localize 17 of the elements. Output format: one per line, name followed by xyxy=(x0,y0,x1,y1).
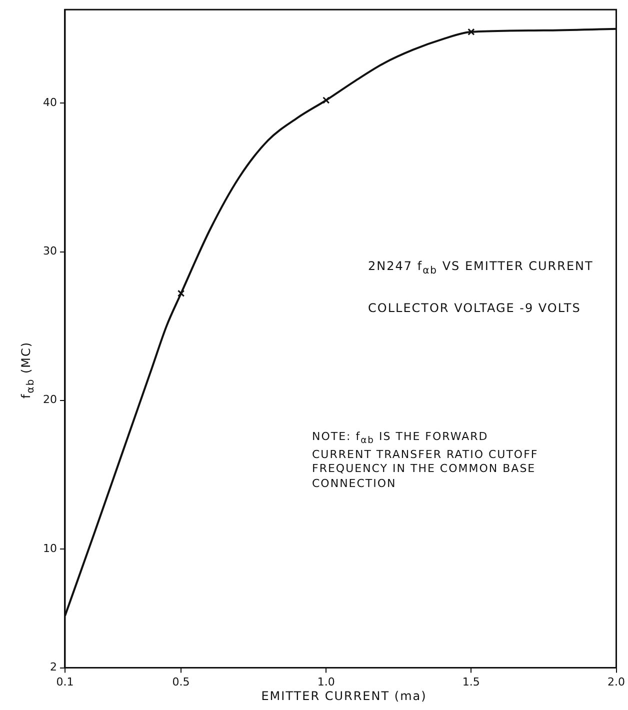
text: COLLECTOR VOLTAGE -9 VOLTS xyxy=(368,300,582,316)
point xyxy=(322,96,330,104)
x-tick-label: 0.5 xyxy=(172,675,190,688)
y-tick-label: 2 xyxy=(50,660,57,674)
y-tick-label: 30 xyxy=(42,244,57,258)
y-tick-label: 20 xyxy=(42,393,57,406)
x-tick-label: 1.0 xyxy=(317,675,335,688)
x-tick-label: 0.1 xyxy=(56,675,74,688)
y-tick-label: 10 xyxy=(42,542,57,555)
text: 2N247 f$_{αb}$ VS EMITTER CURRENT xyxy=(368,258,594,278)
x-axis-title: EMITTER CURRENT (ma) xyxy=(260,688,428,704)
point xyxy=(468,28,475,36)
x-tick-label: 2.0 xyxy=(608,675,626,688)
annotation: NOTE: f$_{αb}$ IS THE FORWARD CURRENT TRANSFER RATIO CUTOFF FREQUENCY IN THE COMMON BASE CONNECTION xyxy=(312,430,540,492)
x-tick-label: 1.5 xyxy=(462,675,480,688)
point xyxy=(177,290,185,297)
y-tick-label: 40 xyxy=(42,96,57,110)
